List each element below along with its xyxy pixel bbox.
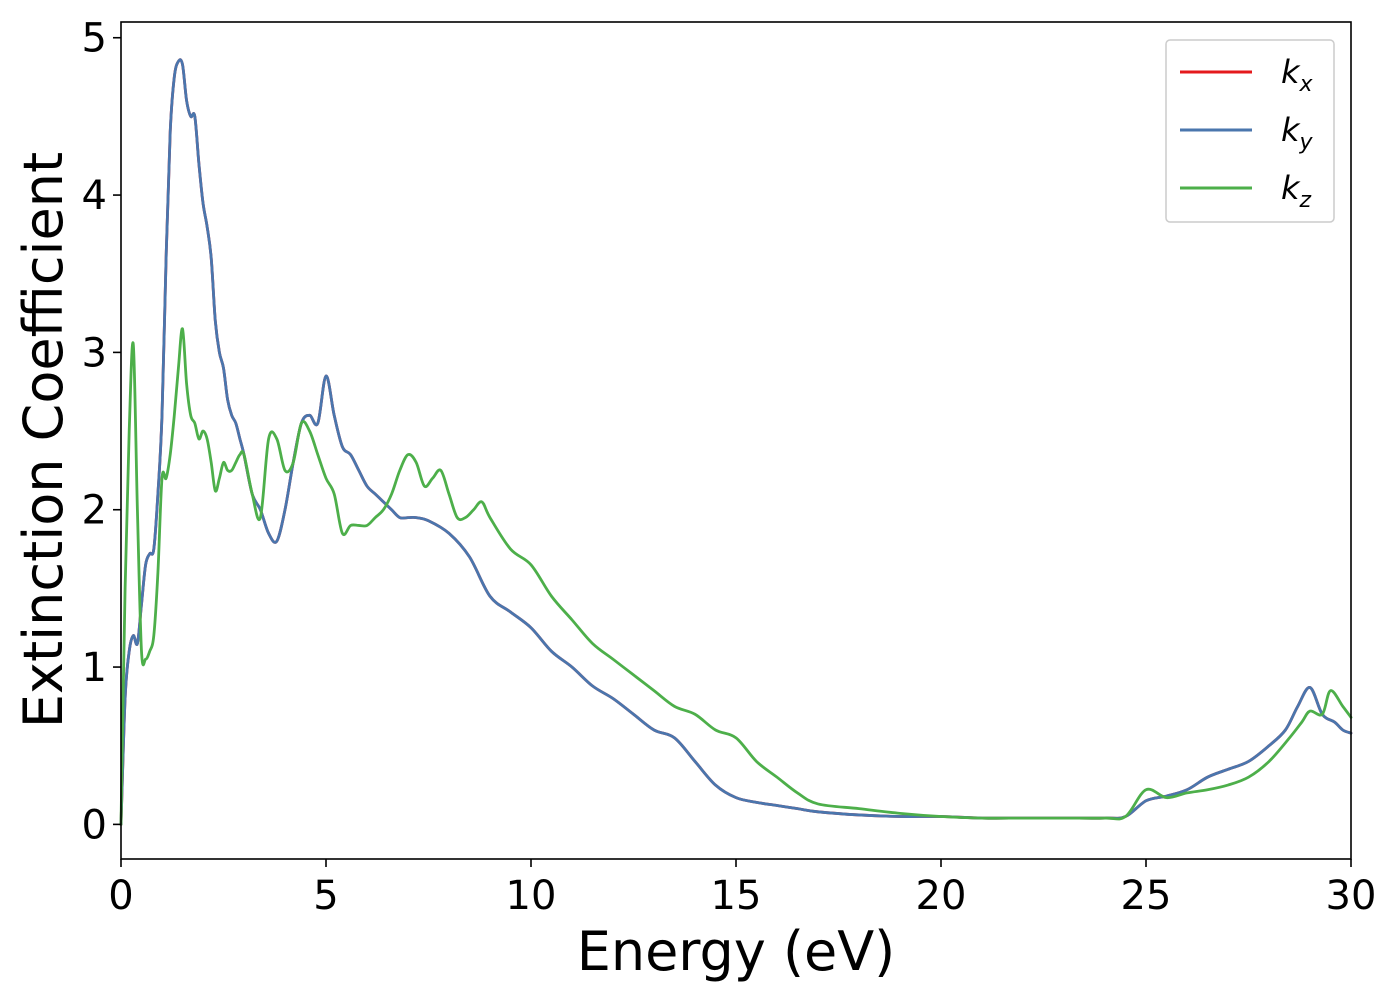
y-tick-label: 0 [82,802,107,848]
x-tick-label: 10 [506,873,557,919]
y-tick-label: 5 [82,16,107,62]
x-tick-label: 25 [1121,873,1172,919]
x-axis-ticks: 0 5 10 15 20 25 30 [108,859,1376,919]
x-tick-label: 5 [313,873,338,919]
series-line-k-z [119,327,1353,826]
legend: kx ky kz [1165,39,1335,223]
x-tick-label: 30 [1326,873,1377,919]
y-tick-label: 1 [82,645,107,691]
x-tick-label: 20 [916,873,967,919]
y-tick-label: 3 [82,330,107,376]
legend-label-k-y: ky [1281,111,1314,155]
y-axis-ticks: 0 1 2 3 4 5 [82,16,121,848]
x-axis-title: Energy (eV) [577,920,896,983]
y-tick-label: 4 [82,173,107,219]
legend-label-k-z: kz [1281,169,1312,213]
y-axis-title: Extinction Coefficient [12,152,75,728]
legend-label-k-x: kx [1281,53,1314,97]
series-layer [119,58,1353,826]
y-tick-label: 2 [82,488,107,534]
x-tick-label: 15 [711,873,762,919]
x-tick-label: 0 [108,873,133,919]
